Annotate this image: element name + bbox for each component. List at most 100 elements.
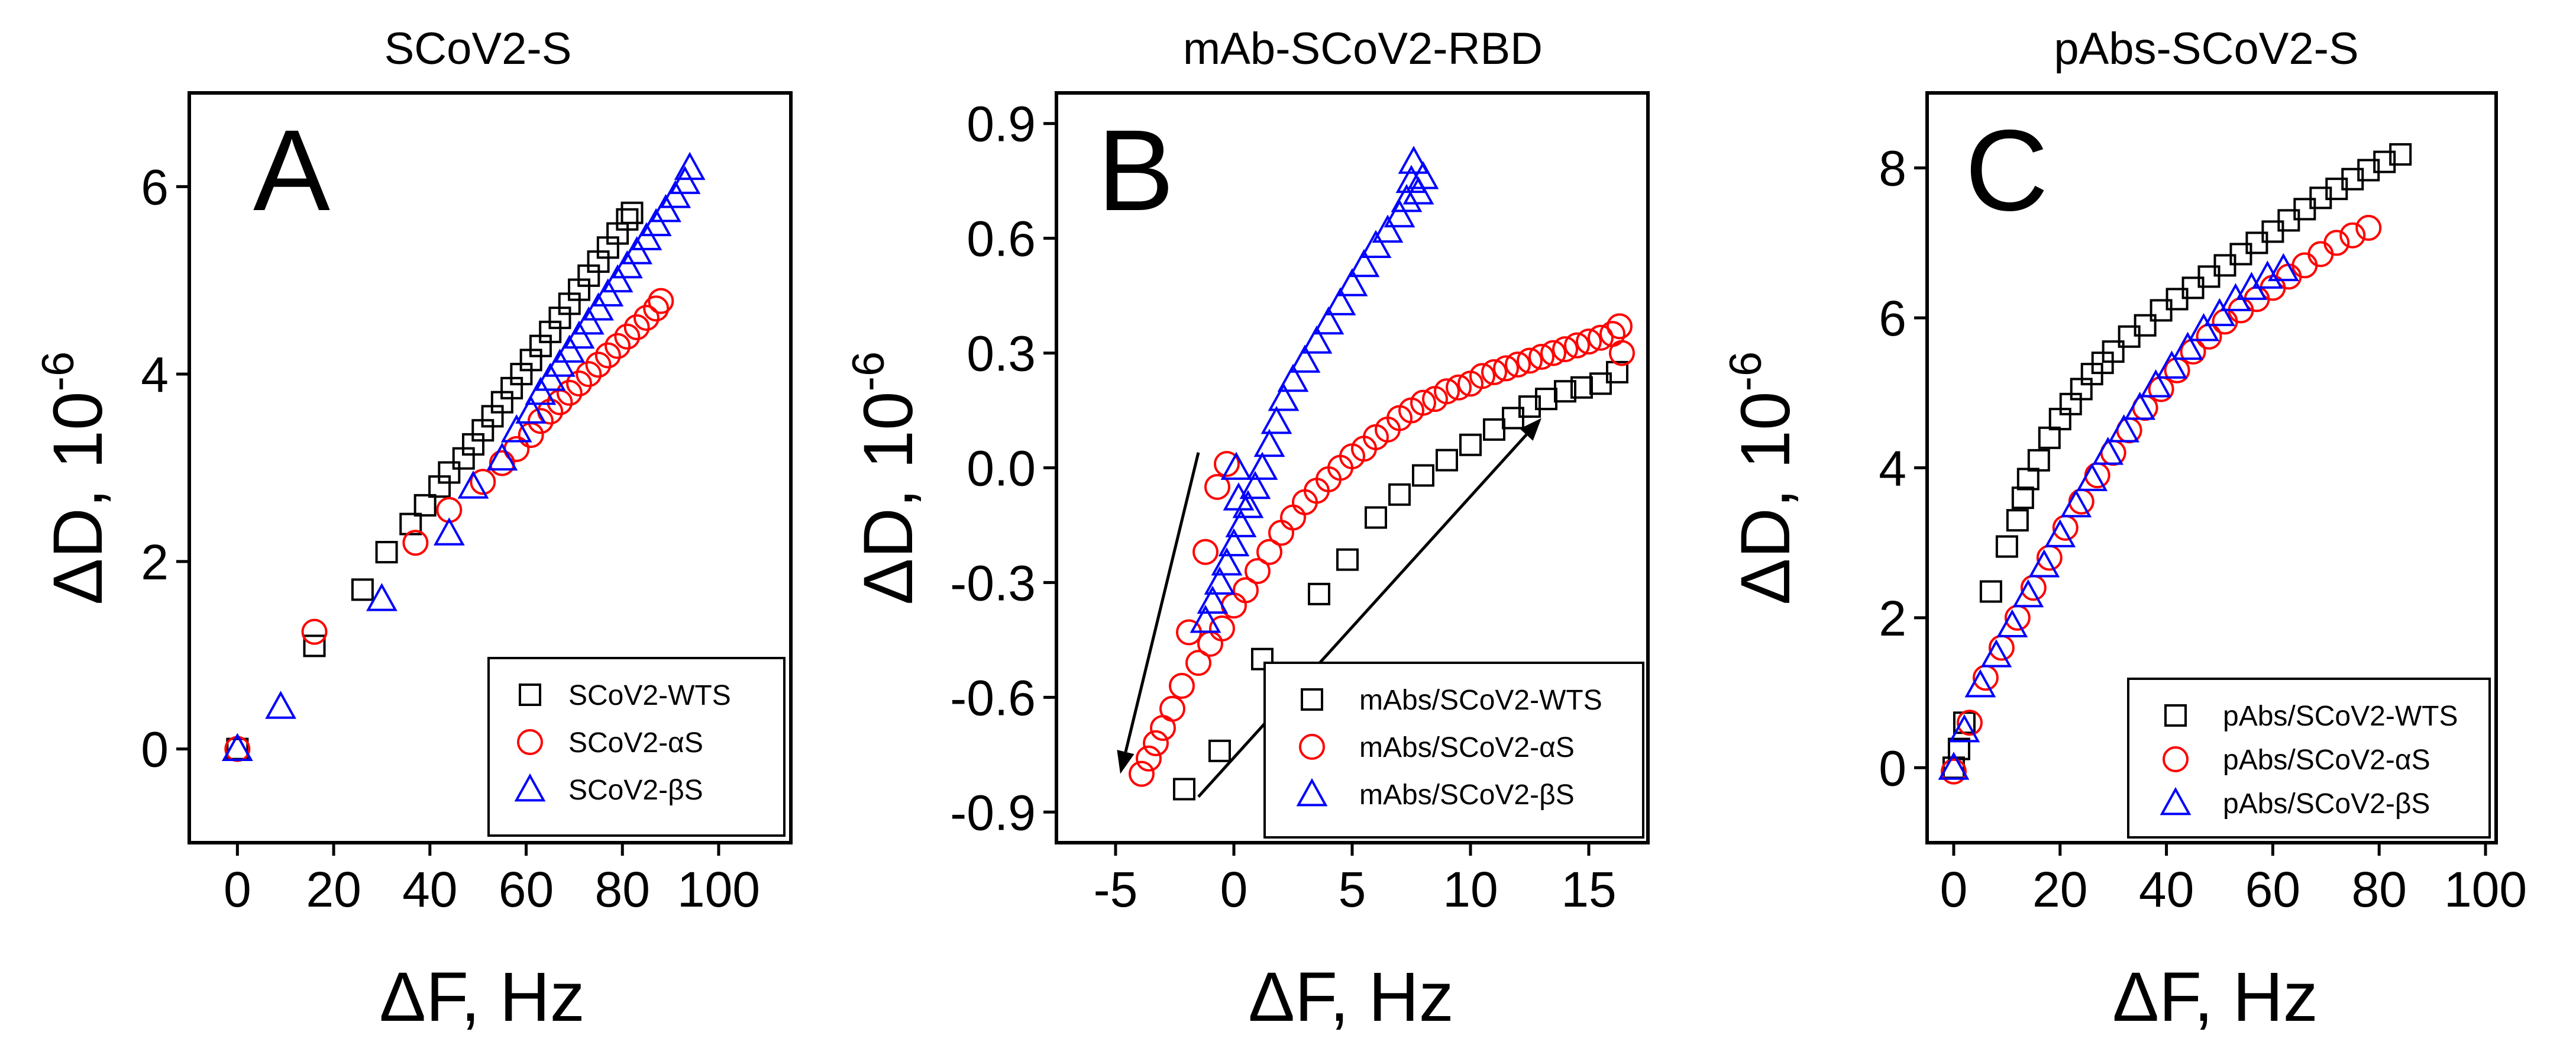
panel-c-point-pabs-scov2-alphas bbox=[1956, 710, 1983, 736]
panel-b-ytick-label: -0.3 bbox=[950, 555, 1036, 611]
panel-b-point-mabs-scov2-alphas bbox=[1204, 473, 1230, 500]
panel-b-point-mabs-scov2-betas bbox=[1372, 214, 1404, 243]
panel-a-point-scov2-alphas bbox=[594, 342, 621, 369]
panel-b-point-mabs-scov2-alphas bbox=[1185, 650, 1211, 676]
panel-b-point-mabs-scov2-alphas bbox=[1434, 378, 1460, 405]
panel-a-xtick-label: 60 bbox=[499, 862, 554, 917]
panel-a-point-scov2-betas bbox=[573, 306, 605, 335]
panel-b-point-mabs-scov2-betas bbox=[1225, 509, 1257, 537]
panel-b-xtick-label: 15 bbox=[1561, 862, 1616, 917]
panel-c-point-pabs-scov2-wts bbox=[2357, 159, 2380, 182]
panel-c-ticks: 0 20 40 60 80 100 0 2 4 6 8 bbox=[1879, 141, 2527, 917]
panel-c-xtick-label: 20 bbox=[2032, 862, 2087, 917]
panel-a-point-scov2-betas bbox=[534, 362, 566, 391]
panel-c-point-pabs-scov2-wts bbox=[2389, 143, 2412, 166]
panel-c-ylabel: ΔD, 10-6 bbox=[1721, 352, 1805, 605]
panel-a-title: SCoV2-S bbox=[384, 24, 572, 74]
panel-a-point-scov2-betas bbox=[366, 583, 397, 611]
panel-b-point-mabs-scov2-alphas bbox=[1159, 695, 1185, 722]
panel-a-xtick-label: 80 bbox=[595, 862, 650, 917]
panel-c-plot-frame bbox=[1925, 91, 2498, 844]
panel-b-point-mabs-scov2-alphas bbox=[1505, 351, 1531, 378]
panel-c-ylabel-exponent: -6 bbox=[1721, 352, 1771, 392]
panel-c-point-pabs-scov2-betas bbox=[2204, 298, 2235, 327]
panel-a-point-scov2-alphas bbox=[547, 389, 573, 415]
panel-b-point-mabs-scov2-alphas bbox=[1233, 577, 1259, 604]
panel-a-point-scov2-wts bbox=[375, 541, 398, 564]
panel-c-point-pabs-scov2-wts bbox=[2027, 449, 2050, 472]
panel-c-xtick-label: 100 bbox=[2444, 862, 2527, 917]
panel-b-point-mabs-scov2-alphas bbox=[1129, 760, 1155, 787]
panel-a-ylabel: ΔD, 10-6 bbox=[33, 352, 117, 605]
panel-b-point-mabs-scov2-betas bbox=[1232, 490, 1264, 518]
panel-c-point-pabs-scov2-betas bbox=[2172, 331, 2203, 360]
panel-b-point-mabs-scov2-alphas bbox=[1280, 504, 1306, 531]
panel-c-point-pabs-scov2-betas bbox=[2140, 369, 2171, 398]
panel-c-point-pabs-scov2-wts bbox=[2118, 325, 2141, 348]
panel-c-legend-label-pabs-scov2-betas: pAbs/SCoV2-βS bbox=[2223, 788, 2430, 820]
panel-c-point-pabs-scov2-betas bbox=[2124, 392, 2156, 420]
panel-c-point-pabs-scov2-alphas bbox=[2212, 308, 2238, 335]
panel-a-label: A bbox=[253, 106, 330, 235]
panel-b-markers bbox=[1129, 146, 1635, 801]
panel-c-point-pabs-scov2-betas bbox=[1938, 752, 1970, 780]
panel-c-point-pabs-scov2-alphas bbox=[1940, 758, 1967, 785]
panel-b-point-mabs-scov2-alphas bbox=[1552, 336, 1578, 363]
panel-a-markers bbox=[221, 151, 706, 762]
panel-c-point-pabs-scov2-wts bbox=[2016, 468, 2040, 491]
panel-c: pAbs-SCoV2-S C ΔF, Hz ΔD, 10-6 0 20 40 60 80… bbox=[1721, 24, 2527, 1036]
panel-c-point-pabs-scov2-alphas bbox=[2323, 230, 2350, 256]
panel-b-point-mabs-scov2-alphas bbox=[1493, 355, 1519, 382]
panel-a-point-scov2-alphas bbox=[470, 469, 496, 495]
panel-c-label: C bbox=[1965, 106, 2048, 235]
panel-b-point-mabs-scov2-alphas bbox=[1576, 328, 1602, 355]
panel-c-legend-symbol-pabs-scov2-alphas bbox=[2163, 746, 2189, 772]
panel-a-point-scov2-betas bbox=[650, 194, 681, 223]
panel-c-point-pabs-scov2-wts bbox=[2293, 198, 2316, 221]
panel-b-point-mabs-scov2-wts bbox=[1483, 418, 1505, 441]
panel-c-legend: pAbs/SCoV2-WTS pAbs/SCoV2-αS pAbs/SCoV2-βS bbox=[2127, 678, 2491, 839]
panel-c-point-pabs-scov2-wts bbox=[2038, 426, 2061, 449]
panel-b-legend-symbol-mabs-scov2-alphas bbox=[1299, 734, 1325, 760]
panel-c-point-pabs-scov2-betas bbox=[2076, 463, 2108, 491]
panel-a-point-scov2-alphas bbox=[527, 408, 554, 434]
panel-b-point-mabs-scov2-betas bbox=[1289, 344, 1321, 373]
panel-c-legend-symbol-pabs-scov2-wts bbox=[2164, 704, 2187, 727]
panel-b-point-mabs-scov2-betas bbox=[1204, 566, 1236, 595]
panel-a-point-scov2-alphas bbox=[556, 379, 583, 406]
panel-a-point-scov2-betas bbox=[631, 222, 662, 250]
panel-c-legend-label-pabs-scov2-wts: pAbs/SCoV2-WTS bbox=[2223, 701, 2458, 732]
panel-b-point-mabs-scov2-alphas bbox=[1517, 347, 1543, 374]
panel-a-point-scov2-wts bbox=[620, 201, 644, 224]
panel-c-ylabel-base: ΔD, 10 bbox=[1727, 391, 1805, 605]
panel-b-legend-box bbox=[1263, 662, 1644, 839]
panel-b-point-mabs-scov2-betas bbox=[1218, 528, 1250, 557]
panel-a-point-scov2-alphas bbox=[566, 370, 593, 396]
panel-c-point-pabs-scov2-betas bbox=[2252, 260, 2283, 289]
panel-b: mAb-SCoV2-RBD B ΔF, Hz ΔD, 10-6 -5 0 5 10 15… bbox=[843, 24, 1650, 1036]
panel-c-point-pabs-scov2-alphas bbox=[2355, 215, 2382, 241]
panel-b-point-mabs-scov2-betas bbox=[1277, 363, 1309, 392]
panel-b-point-mabs-scov2-alphas bbox=[1469, 363, 1495, 389]
panel-b-point-mabs-scov2-betas bbox=[1239, 470, 1271, 499]
panel-b-arrow-2-shaft bbox=[1197, 433, 1528, 798]
panel-b-point-mabs-scov2-alphas bbox=[1564, 332, 1590, 359]
panel-b-point-mabs-scov2-betas bbox=[1348, 249, 1380, 278]
panel-a-point-scov2-betas bbox=[221, 733, 253, 762]
panel-b-point-mabs-scov2-wts bbox=[1412, 464, 1434, 487]
panel-c-ytick-label: 6 bbox=[1879, 291, 1906, 346]
panel-b-point-mabs-scov2-alphas bbox=[1268, 520, 1294, 546]
panel-b-point-mabs-scov2-alphas bbox=[1143, 730, 1169, 756]
panel-a-legend-label-scov2-betas: SCoV2-βS bbox=[568, 775, 703, 806]
panel-b-point-mabs-scov2-betas bbox=[1336, 268, 1368, 296]
panel-a-point-scov2-alphas bbox=[301, 618, 328, 645]
panel-c-point-pabs-scov2-wts bbox=[2165, 288, 2189, 311]
panel-b-point-mabs-scov2-betas bbox=[1398, 146, 1430, 174]
panel-a-legend: SCoV2-WTS SCoV2-αS SCoV2-βS bbox=[487, 657, 786, 837]
panel-b-point-mabs-scov2-alphas bbox=[1214, 451, 1240, 478]
panel-a-legend-symbol-scov2-alphas bbox=[517, 729, 543, 755]
panel-b-point-mabs-scov2-wts bbox=[1589, 372, 1612, 395]
panel-b-arrow-2-head bbox=[1520, 418, 1541, 441]
panel-a-legend-symbol-scov2-wts bbox=[519, 684, 541, 706]
panel-a-xtick-label: 20 bbox=[306, 862, 361, 917]
